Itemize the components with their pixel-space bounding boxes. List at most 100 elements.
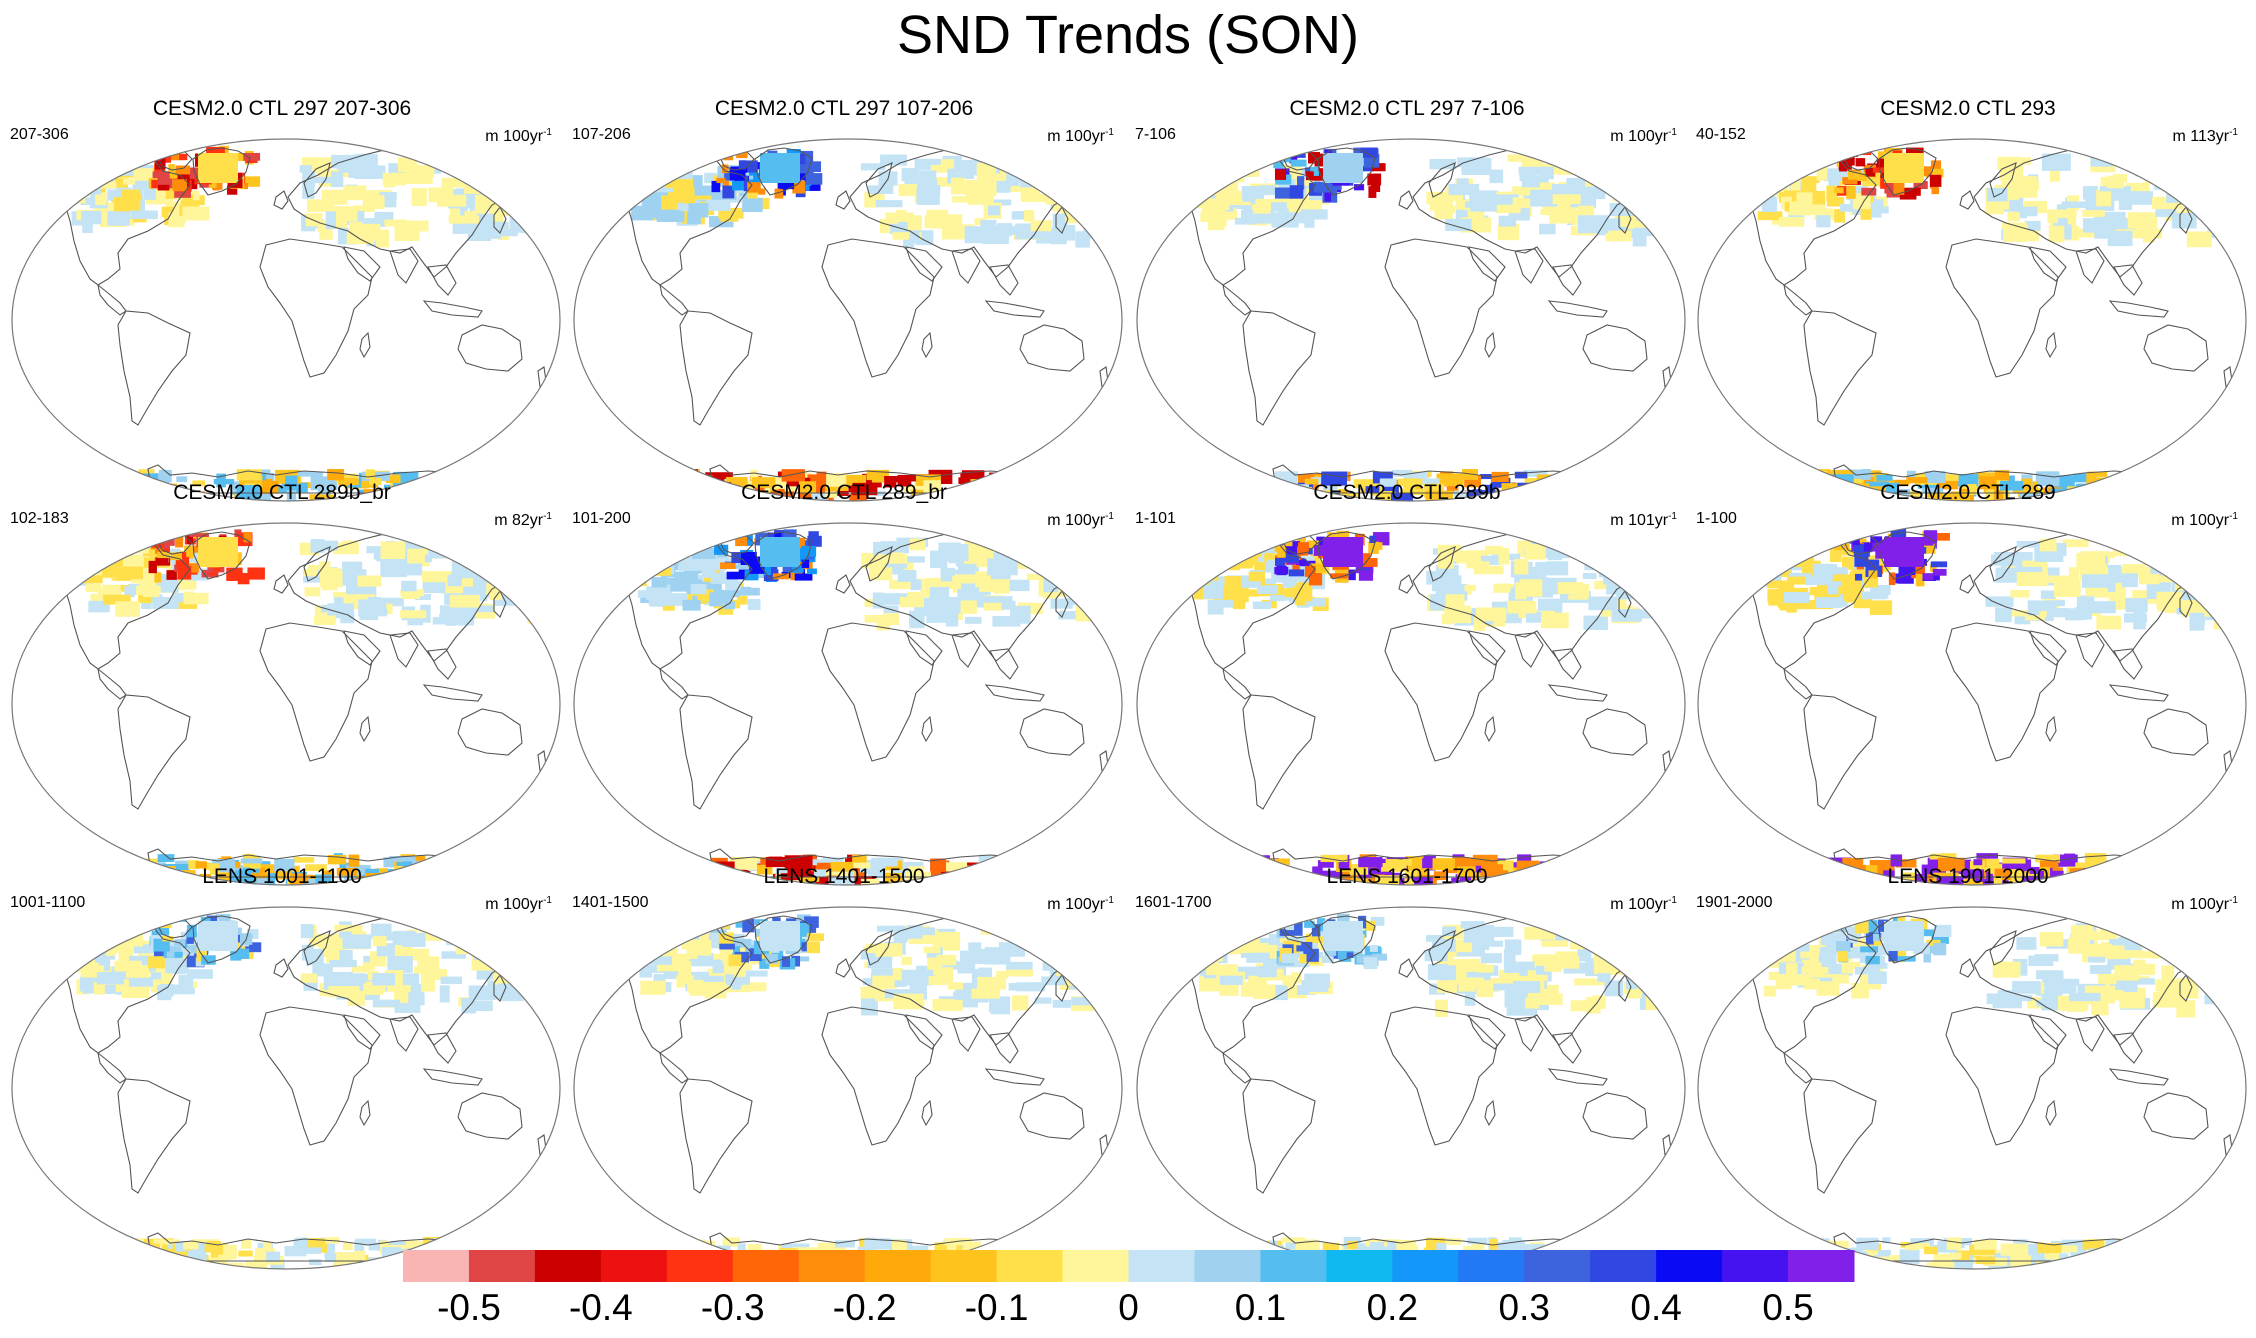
snow-depth-field <box>1172 913 1681 1269</box>
trend-cell-arctic <box>1290 159 1307 167</box>
trend-cell-arctic <box>1297 546 1309 556</box>
trend-cell-antarctica <box>1868 1249 1891 1261</box>
trend-cell-eurasia <box>2129 543 2143 551</box>
trend-cell-eurasia <box>1570 1000 1597 1012</box>
colorbar-tick-label: 0.5 <box>1762 1287 1814 1328</box>
trend-cell-eurasia <box>1634 586 1652 593</box>
trend-cell-arctic <box>210 147 225 154</box>
trend-cell-eurasia <box>2190 537 2203 548</box>
coastline-australia <box>1582 708 1648 756</box>
trend-cell-arctic <box>806 568 817 575</box>
trend-cell-antarctica <box>1599 854 1616 865</box>
trend-cell-eurasia <box>2210 539 2226 549</box>
trend-cell-namerica <box>1852 205 1864 216</box>
trend-cell-antarctica <box>335 473 358 482</box>
panel-title: CESM2.0 CTL 289 <box>1880 481 2056 504</box>
trend-cell-arctic <box>795 537 805 549</box>
trend-cell-eurasia <box>1608 562 1619 579</box>
trend-cell-namerica <box>1759 549 1777 559</box>
trend-cell-antarctica <box>389 855 416 862</box>
trend-cell-namerica <box>186 969 213 979</box>
trend-cell-namerica <box>104 549 116 561</box>
trend-cell-greenland <box>760 921 800 951</box>
trend-cell-eurasia <box>2211 194 2231 203</box>
trend-cell-eurasia <box>2003 994 2033 1002</box>
trend-cell-namerica <box>111 164 125 172</box>
trend-cell-eurasia <box>2206 579 2239 591</box>
trend-cell-eurasia <box>2094 227 2113 239</box>
trend-cell-namerica <box>1754 935 1782 943</box>
trend-cell-eurasia <box>1636 226 1660 237</box>
trend-cell-eurasia <box>2153 167 2176 184</box>
trend-cell-eurasia <box>2161 965 2175 982</box>
trend-cell-arctic <box>1836 186 1855 196</box>
trend-cell-eurasia <box>1628 587 1645 596</box>
trend-cell-antarctica <box>1889 479 1910 486</box>
trend-cell-eurasia <box>2104 974 2117 985</box>
trend-cell-eurasia <box>468 924 485 933</box>
trend-cell-eurasia <box>1636 206 1667 221</box>
trend-cell-eurasia <box>1035 924 1046 934</box>
trend-cell-arctic <box>230 947 242 961</box>
panel-period-label: 1-100 <box>1696 510 1737 527</box>
trend-cell-arctic <box>1843 913 1851 927</box>
trend-cell-eurasia <box>1456 198 1469 210</box>
trend-cell-eurasia <box>1021 193 1052 202</box>
trend-cell-arctic <box>187 167 205 180</box>
trend-cell-arctic <box>247 567 265 580</box>
trend-cell-antarctica <box>233 877 257 885</box>
trend-cell-eurasia <box>1023 550 1053 562</box>
trend-cell-namerica <box>741 970 768 977</box>
trend-cell-greenland <box>1884 537 1924 567</box>
trend-cell-eurasia <box>455 537 473 554</box>
trend-cell-arctic <box>715 917 724 923</box>
trend-cell-arctic <box>1314 153 1326 167</box>
trend-cell-antarctica <box>2087 471 2108 477</box>
trend-cell-eurasia <box>1541 163 1572 175</box>
coastline-madagascar <box>359 1099 371 1127</box>
coastline-centralam <box>1783 1051 1813 1084</box>
trend-cell-eurasia <box>2189 202 2203 211</box>
trend-cell-antarctica <box>1883 869 1895 879</box>
trend-cell-eurasia <box>947 982 963 990</box>
trend-cell-eurasia <box>1065 570 1088 589</box>
colorbar-swatch <box>1722 1250 1789 1282</box>
trend-cell-eurasia <box>1493 614 1506 627</box>
trend-cell-eurasia <box>1985 596 2014 607</box>
coastline-greenland <box>1317 531 1376 580</box>
trend-cell-greenland <box>198 921 238 951</box>
coastline-uk <box>1959 574 1975 594</box>
trend-cell-namerica <box>1214 168 1236 176</box>
trend-cell-antarctica <box>1410 876 1433 885</box>
trend-cell-eurasia <box>1456 949 1485 957</box>
colorbar-swatch <box>1524 1250 1591 1282</box>
trend-cell-arctic <box>156 557 168 565</box>
coastline-scandinavia <box>1989 162 2017 198</box>
trend-cell-eurasia <box>372 973 396 986</box>
trend-cell-eurasia <box>2108 597 2135 610</box>
trend-cell-namerica <box>670 582 694 592</box>
trend-cell-namerica <box>1772 164 1791 176</box>
coastline-australia <box>2143 708 2209 756</box>
trend-cell-arctic <box>1858 547 1870 557</box>
trend-cell-namerica <box>1761 197 1777 212</box>
trend-cell-antarctica <box>1926 493 1952 501</box>
trend-cell-arctic <box>1371 953 1388 961</box>
coastline-uk <box>1959 190 1975 210</box>
trend-cell-namerica <box>1873 584 1891 595</box>
trend-cell-antarctica <box>2030 487 2054 494</box>
trend-cell-antarctica <box>256 878 276 885</box>
units-exponent: -1 <box>2229 511 2238 522</box>
trend-cell-namerica <box>103 594 131 605</box>
trend-cell-antarctica <box>1390 492 1413 501</box>
trend-cell-namerica <box>1256 202 1283 211</box>
trend-cell-antarctica <box>1976 1256 1995 1265</box>
trend-cell-eurasia <box>2161 179 2183 192</box>
panel-period-label: 1-101 <box>1135 510 1176 527</box>
trend-cell-namerica <box>736 595 748 605</box>
trend-cell-eurasia <box>993 576 1010 594</box>
trend-cell-antarctica <box>866 469 889 483</box>
trend-cell-arctic <box>792 180 805 194</box>
trend-cell-eurasia <box>988 155 1013 166</box>
trend-cell-namerica <box>1282 960 1309 968</box>
